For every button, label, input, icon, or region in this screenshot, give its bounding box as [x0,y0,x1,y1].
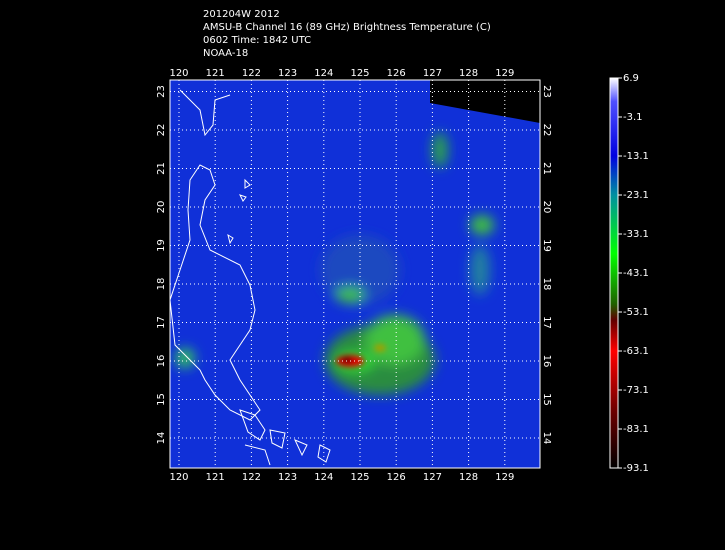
lon-label-bottom: 122 [242,472,261,483]
graticule [169,79,541,469]
lon-label-top: 122 [242,68,261,79]
labels: 120 120 121 121 122 122 123 123 124 124 125 125 126 1… [156,68,649,483]
lat-label-right: 14 [541,432,552,445]
colorbar-label: -3.1 [623,112,643,123]
lon-label-bottom: 120 [169,472,188,483]
brightness-image [170,80,540,468]
colorbar-label: -83.1 [623,424,649,435]
lat-label-left: 19 [156,239,167,252]
header: 201204W 2012 AMSU-B Channel 16 (89 GHz) … [203,9,491,59]
lat-label-right: 22 [541,124,552,137]
lon-label-bottom: 126 [387,472,406,483]
colorbar-label: -93.1 [623,463,649,474]
lon-label-bottom: 128 [459,472,478,483]
colorbar-label: -33.1 [623,229,649,240]
colorbar-label: -43.1 [623,268,649,279]
lat-label-right: 16 [541,355,552,368]
lon-label-bottom: 121 [206,472,225,483]
lon-label-top: 125 [350,68,369,79]
colorbar-label: -63.1 [623,346,649,357]
lat-label-left: 20 [156,201,167,214]
lon-label-top: 121 [206,68,225,79]
header-line: NOAA-18 [203,48,248,59]
lat-label-right: 15 [541,393,552,406]
lat-label-right: 23 [541,85,552,98]
colorbar-label: -23.1 [623,190,649,201]
colorbar-label: 6.9 [623,73,639,84]
lon-label-top: 129 [495,68,514,79]
lat-label-right: 17 [541,316,552,329]
header-line: AMSU-B Channel 16 (89 GHz) Brightness Te… [203,22,491,33]
lat-label-right: 19 [541,239,552,252]
header-line: 0602 Time: 1842 UTC [203,35,311,46]
lon-label-bottom: 124 [314,472,333,483]
lat-label-left: 18 [156,278,167,291]
lat-label-left: 23 [156,85,167,98]
lon-label-bottom: 123 [278,472,297,483]
header-line: 201204W 2012 [203,9,280,20]
colorbar-label: -73.1 [623,385,649,396]
lat-label-left: 14 [156,432,167,445]
lon-label-top: 124 [314,68,333,79]
lat-label-left: 17 [156,316,167,329]
lon-label-top: 126 [387,68,406,79]
colorbar-label: -53.1 [623,307,649,318]
lon-label-bottom: 127 [423,472,442,483]
map-frame [169,79,541,469]
lat-label-left: 16 [156,355,167,368]
lat-label-right: 20 [541,201,552,214]
lat-label-right: 18 [541,278,552,291]
lat-label-left: 15 [156,393,167,406]
lon-label-top: 123 [278,68,297,79]
lat-label-right: 21 [541,162,552,175]
lon-label-top: 120 [169,68,188,79]
lon-label-bottom: 125 [350,472,369,483]
lat-label-left: 22 [156,124,167,137]
lon-label-top: 127 [423,68,442,79]
lon-label-bottom: 129 [495,472,514,483]
lat-label-left: 21 [156,162,167,175]
colorbar [609,77,619,469]
lon-label-top: 128 [459,68,478,79]
colorbar-label: -13.1 [623,151,649,162]
